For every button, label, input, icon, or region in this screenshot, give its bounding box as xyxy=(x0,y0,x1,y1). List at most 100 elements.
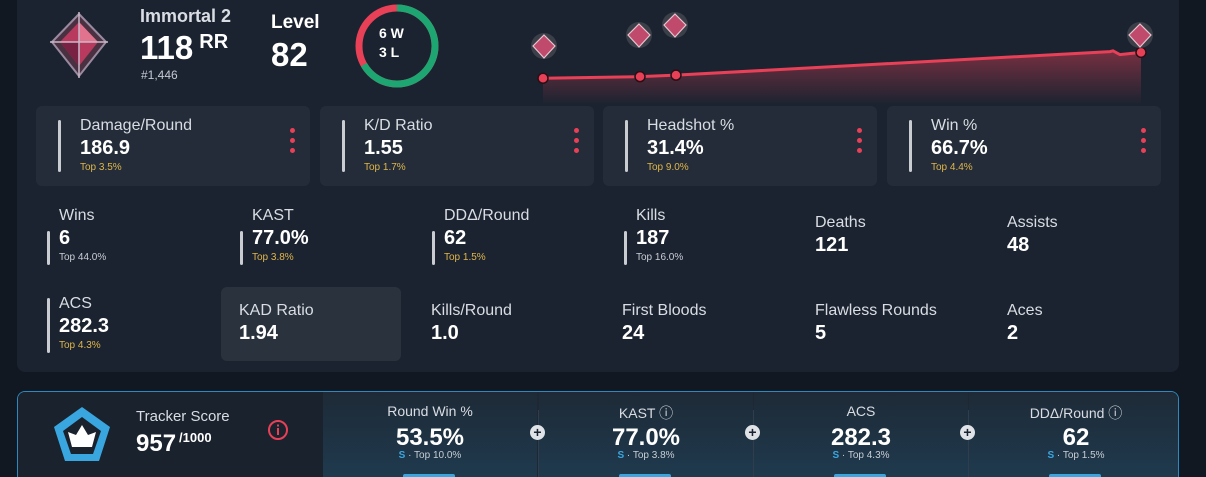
stat-label: KAD Ratio xyxy=(239,302,314,319)
stat-label: Kills xyxy=(636,207,666,224)
stat-kills-round: Kills/Round 1.0 xyxy=(431,302,581,366)
stat-percentile: Top 44.0% xyxy=(59,252,107,263)
plus-icon[interactable]: + xyxy=(530,425,545,440)
card-bar xyxy=(58,120,61,172)
stat-percentile: Top 3.8% xyxy=(252,252,294,263)
stat-value: 5 xyxy=(815,322,827,344)
stat-value: 1.0 xyxy=(431,322,459,344)
stat-value: 6 xyxy=(59,227,71,249)
immortal-rank-icon xyxy=(50,12,108,78)
stat-label: Wins xyxy=(59,207,95,224)
stat-card-headshot[interactable]: Headshot % 31.4% Top 9.0% xyxy=(603,106,877,186)
plus-icon[interactable]: + xyxy=(960,425,975,440)
stat-card-kd-ratio[interactable]: K/D Ratio 1.55 Top 1.7% xyxy=(320,106,594,186)
rank-name: Immortal 2 xyxy=(140,6,232,26)
losses-count: 3 L xyxy=(379,44,400,60)
stat-flawless-rounds: Flawless Rounds 5 xyxy=(815,302,985,366)
level-label: Level xyxy=(271,12,320,33)
stat-bar xyxy=(624,231,627,265)
grade-percentile: · Top 1.5% xyxy=(1056,450,1105,461)
card-percentile: Top 9.0% xyxy=(647,162,689,173)
card-bar xyxy=(625,120,628,172)
leaderboard-position: #1,446 xyxy=(141,68,178,82)
rr-value: 118 xyxy=(140,29,194,66)
tracker-score-value: 957/1000 xyxy=(136,430,212,458)
win-loss-ring xyxy=(355,4,439,88)
segment-grade: S · Top 4.3% xyxy=(754,450,968,461)
stat-value: 62 xyxy=(444,227,467,249)
grade-letter: S xyxy=(617,450,625,461)
rr-trend-point[interactable] xyxy=(634,70,646,83)
card-value: 186.9 xyxy=(80,137,131,159)
stat-label: First Bloods xyxy=(622,302,707,319)
card-bar xyxy=(342,120,345,172)
stat-label: DDΔ/Round xyxy=(444,207,530,224)
stat-deaths: Deaths 121 xyxy=(815,214,965,278)
tracker-segment-kast: KAST ⓘ 77.0% S · Top 3.8% xyxy=(539,392,753,477)
stat-percentile: Top 16.0% xyxy=(636,252,684,263)
stat-value: 1.94 xyxy=(239,322,278,344)
stat-first-bloods: First Bloods 24 xyxy=(622,302,782,366)
segment-grade: S · Top 10.0% xyxy=(323,450,537,461)
segment-divider xyxy=(968,410,969,477)
card-value: 1.55 xyxy=(364,137,403,159)
stat-label: KAST xyxy=(252,207,294,224)
segment-value: 282.3 xyxy=(830,424,892,451)
immortal-rank-icon xyxy=(626,22,652,48)
info-icon[interactable] xyxy=(267,419,289,441)
tracker-score-label: Tracker Score xyxy=(136,408,230,425)
stat-card-damage-round[interactable]: Damage/Round 186.9 Top 3.5% xyxy=(36,106,310,186)
wins-count: 6 W xyxy=(379,25,404,41)
more-options-icon[interactable] xyxy=(290,128,295,158)
stat-label: Flawless Rounds xyxy=(815,302,937,319)
card-value: 66.7% xyxy=(931,137,988,159)
rr-trend-point[interactable] xyxy=(537,72,549,84)
stat-label: Deaths xyxy=(815,214,866,231)
more-options-icon[interactable] xyxy=(1141,128,1146,158)
stat-percentile: Top 4.3% xyxy=(59,340,101,351)
more-options-icon[interactable] xyxy=(574,128,579,158)
stat-value: 121 xyxy=(815,234,849,256)
tracker-score-number: 957 xyxy=(136,430,177,457)
stat-value: 48 xyxy=(1007,234,1030,256)
rr-trend-point[interactable] xyxy=(1135,46,1147,59)
rr-trend-point[interactable] xyxy=(670,69,682,81)
stat-card-win-pct[interactable]: Win % 66.7% Top 4.4% xyxy=(887,106,1161,186)
rr-unit: RR xyxy=(199,31,229,53)
stat-label: Aces xyxy=(1007,302,1043,319)
card-label: Headshot % xyxy=(647,117,735,134)
stat-value: 2 xyxy=(1007,322,1019,344)
segment-divider xyxy=(538,410,539,477)
grade-percentile: · Top 10.0% xyxy=(408,450,462,461)
kad-ratio-highlight xyxy=(221,287,401,361)
segment-label: DDΔ/Round ⓘ xyxy=(1029,405,1123,421)
segment-underline xyxy=(1049,474,1101,477)
tracker-segment-dd-round: DDΔ/Round ⓘ 62 S · Top 1.5% xyxy=(969,392,1178,477)
card-label: Win % xyxy=(931,117,978,134)
segment-divider xyxy=(753,410,754,477)
stat-bar xyxy=(47,231,50,265)
rr-trend-area xyxy=(543,50,1141,105)
win-loss-record: 6 W 3 L xyxy=(379,24,404,62)
stat-bar xyxy=(240,231,243,265)
stat-value: 282.3 xyxy=(59,315,110,337)
rank-rating: 118 RR xyxy=(140,29,228,67)
immortal-rank-icon xyxy=(531,33,557,59)
segment-value: 62 xyxy=(1062,424,1090,451)
stat-aces: Aces 2 xyxy=(1007,302,1157,366)
stat-bar xyxy=(47,298,50,353)
segment-value: 53.5% xyxy=(395,424,465,451)
stat-label: Kills/Round xyxy=(431,302,512,319)
stat-bar xyxy=(432,231,435,265)
card-percentile: Top 3.5% xyxy=(80,162,122,173)
stat-assists: Assists 48 xyxy=(1007,214,1157,278)
grade-letter: S xyxy=(398,450,406,461)
tracker-segment-acs: ACS 282.3 S · Top 4.3% xyxy=(754,392,968,477)
segment-underline xyxy=(403,474,455,477)
plus-icon[interactable]: + xyxy=(745,425,760,440)
tracker-score-icon xyxy=(54,407,110,461)
grade-percentile: · Top 3.8% xyxy=(626,450,675,461)
segment-label: Round Win % xyxy=(387,403,473,419)
more-options-icon[interactable] xyxy=(857,128,862,158)
tracker-segment-round-win: Round Win % 53.5% S · Top 10.0% xyxy=(323,392,537,477)
